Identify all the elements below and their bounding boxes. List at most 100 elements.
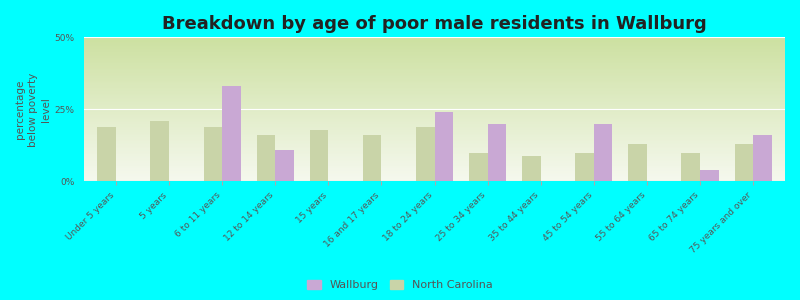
Bar (84, 108, 785, 110)
Bar (84, 160, 785, 161)
Bar (84, 170, 785, 171)
Bar (84, 46, 785, 47)
Bar (84, 62, 785, 63)
Bar (84, 137, 785, 138)
Bar (84, 86, 785, 88)
Bar (84, 75, 785, 76)
Bar (84, 169, 785, 170)
Bar (84, 127, 785, 128)
Bar (363, 135, 382, 182)
Bar (84, 176, 785, 177)
Bar (310, 130, 328, 182)
Bar (84, 130, 785, 131)
Bar (84, 96, 785, 98)
Bar (84, 119, 785, 121)
Bar (84, 74, 785, 75)
Bar (84, 70, 785, 72)
Bar (84, 167, 785, 169)
Bar (84, 76, 785, 78)
Bar (84, 43, 785, 44)
Bar (84, 106, 785, 108)
Bar (84, 161, 785, 163)
Bar (84, 63, 785, 65)
Bar (84, 158, 785, 160)
Bar (84, 112, 785, 114)
Bar (84, 180, 785, 182)
Bar (203, 127, 222, 182)
Bar (84, 125, 785, 127)
Bar (84, 121, 785, 122)
Bar (84, 103, 785, 105)
Bar (84, 55, 785, 56)
Bar (84, 66, 785, 68)
Bar (84, 68, 785, 69)
Bar (84, 134, 785, 135)
Bar (84, 69, 785, 70)
Bar (84, 111, 785, 112)
Bar (84, 148, 785, 150)
Bar (84, 154, 785, 155)
Bar (84, 94, 785, 95)
Bar (84, 141, 785, 142)
Bar (84, 147, 785, 148)
Bar (222, 86, 241, 182)
Legend: Wallburg, North Carolina: Wallburg, North Carolina (303, 275, 497, 294)
Bar (84, 151, 785, 153)
Bar (84, 110, 785, 111)
Bar (84, 171, 785, 173)
Bar (628, 144, 647, 182)
Bar (84, 92, 785, 94)
Bar (84, 115, 785, 117)
Title: Breakdown by age of poor male residents in Wallburg: Breakdown by age of poor male residents … (162, 15, 707, 33)
Bar (84, 56, 785, 58)
Bar (84, 142, 785, 144)
Bar (84, 132, 785, 134)
Y-axis label: percentage
below poverty
level: percentage below poverty level (15, 72, 51, 146)
Bar (84, 44, 785, 46)
Bar (84, 65, 785, 66)
Bar (84, 155, 785, 157)
Bar (84, 163, 785, 164)
Bar (84, 79, 785, 81)
Bar (84, 122, 785, 124)
Bar (84, 88, 785, 89)
Bar (753, 135, 772, 182)
Bar (84, 166, 785, 167)
Bar (84, 177, 785, 178)
Bar (84, 157, 785, 158)
Bar (84, 53, 785, 55)
Bar (84, 58, 785, 59)
Bar (84, 118, 785, 119)
Bar (84, 37, 785, 39)
Bar (700, 170, 718, 182)
Bar (84, 89, 785, 91)
Bar (594, 124, 613, 182)
Bar (84, 52, 785, 53)
Bar (84, 72, 785, 74)
Bar (84, 105, 785, 106)
Bar (84, 83, 785, 85)
Bar (84, 173, 785, 174)
Bar (84, 82, 785, 83)
Bar (84, 39, 785, 40)
Bar (84, 117, 785, 118)
Bar (84, 114, 785, 115)
Bar (84, 42, 785, 43)
Bar (84, 135, 785, 137)
Bar (84, 59, 785, 60)
Bar (84, 164, 785, 166)
Bar (434, 112, 453, 182)
Bar (469, 153, 488, 181)
Bar (488, 124, 506, 182)
Bar (84, 128, 785, 130)
Bar (575, 153, 594, 181)
Bar (98, 127, 116, 182)
Bar (84, 138, 785, 140)
Bar (682, 153, 700, 181)
Bar (84, 174, 785, 176)
Bar (150, 121, 169, 182)
Bar (84, 101, 785, 102)
Bar (257, 135, 275, 182)
Bar (84, 140, 785, 141)
Bar (84, 153, 785, 154)
